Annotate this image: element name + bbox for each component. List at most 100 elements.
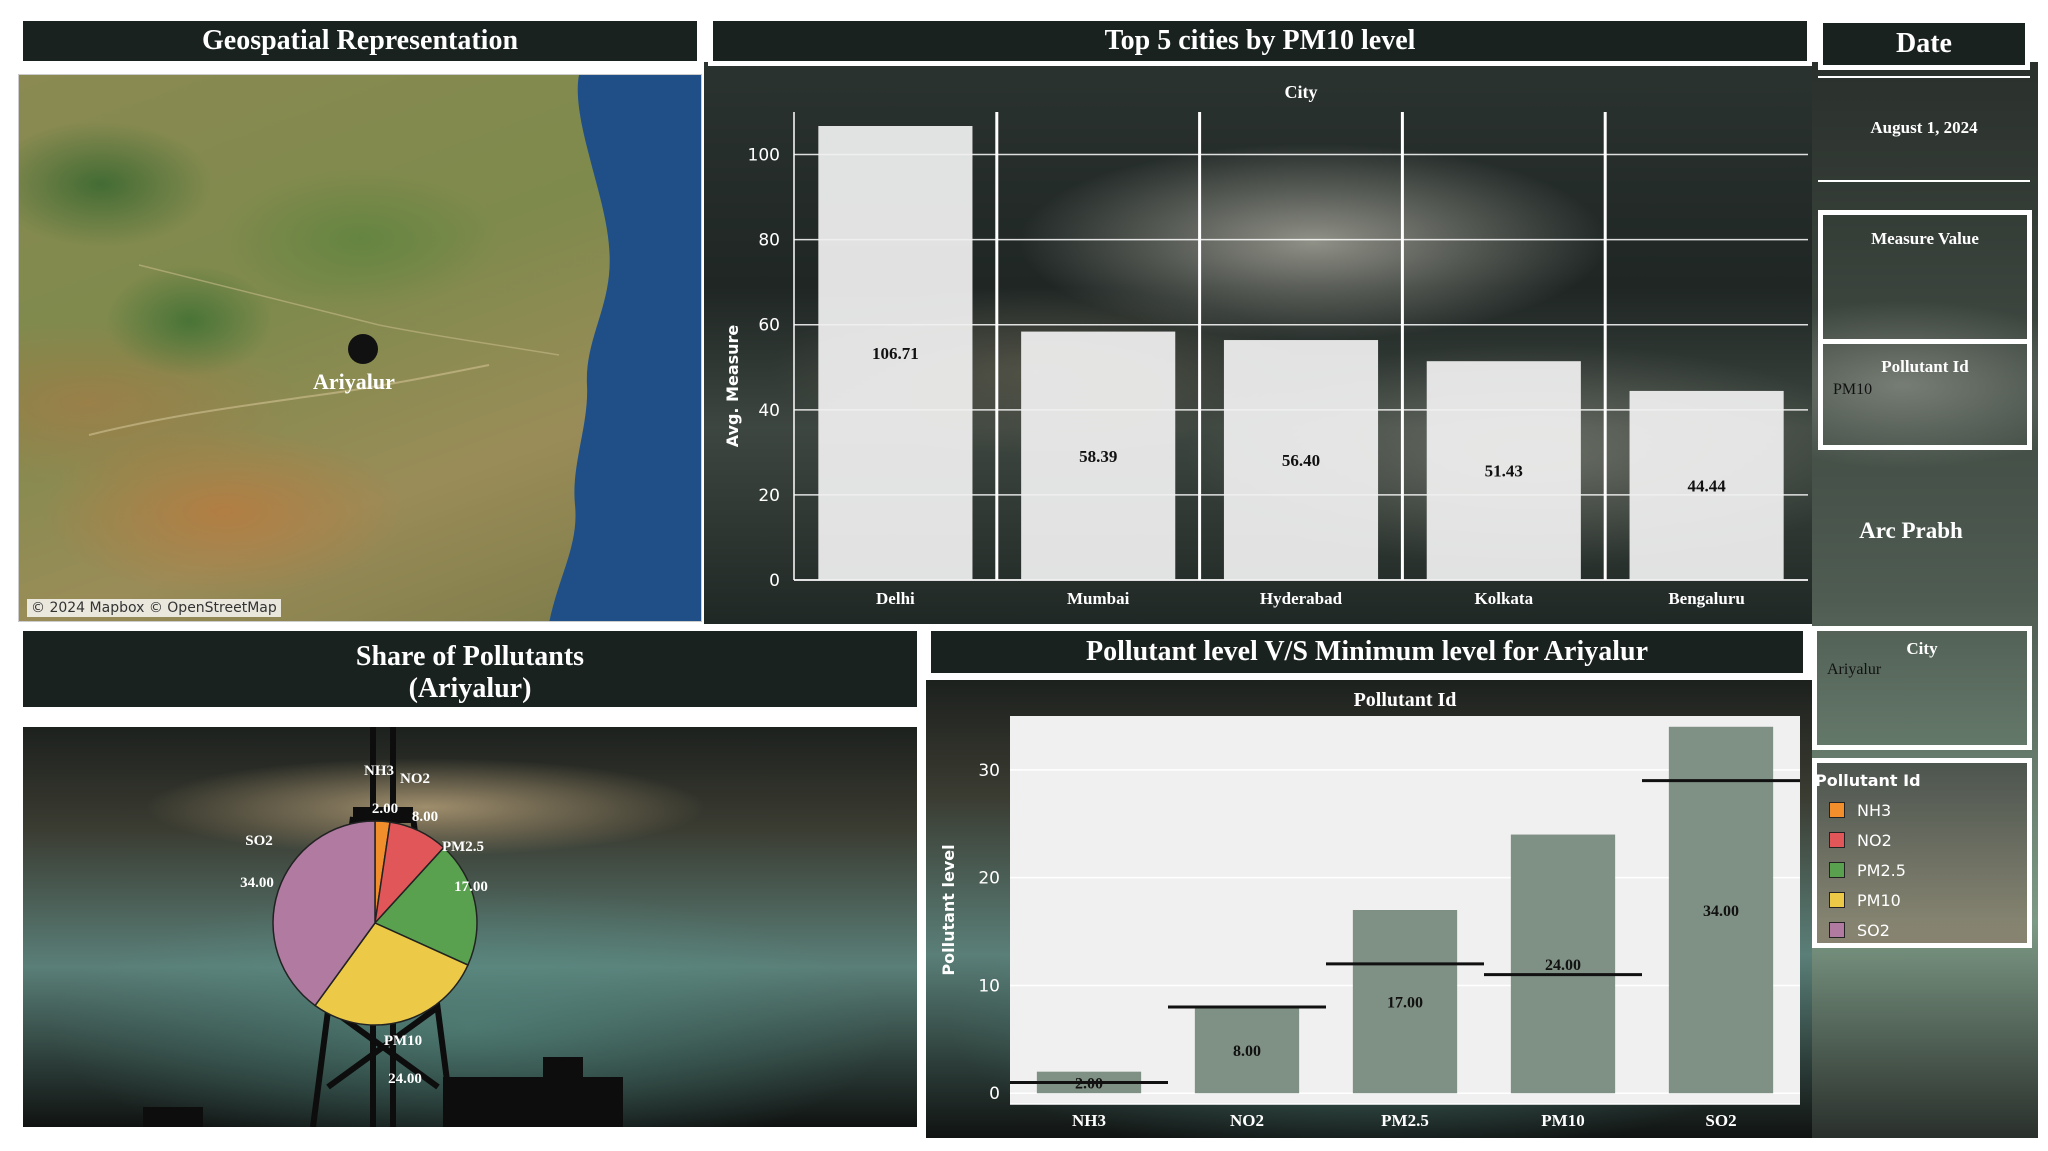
date-title: Date	[1896, 28, 1952, 59]
pie-category-label: PM2.5	[442, 839, 484, 855]
city-filter-title: City	[1906, 639, 1938, 658]
pie-value-label: 34.00	[240, 875, 274, 891]
pie-category-label: NO2	[400, 771, 430, 787]
bar-kolkata	[1426, 361, 1581, 580]
level-value-label: 24.00	[1545, 957, 1581, 974]
date-value[interactable]: August 1, 2024	[1870, 118, 1978, 137]
legend-swatch	[1829, 922, 1845, 938]
pie-slice-so2	[272, 820, 376, 1007]
river-line	[88, 364, 490, 436]
map-sea	[88, 75, 701, 621]
city-filter-value[interactable]: Ariyalur	[1827, 661, 1882, 678]
pie-title-line2: (Ariyalur)	[408, 673, 532, 704]
level-value-label: 17.00	[1387, 995, 1423, 1012]
legend-label: NO2	[1857, 830, 1892, 850]
bar-value-label: 51.43	[1485, 462, 1523, 481]
date-divider-bottom	[1818, 180, 2030, 182]
map-attribution[interactable]: © 2024 Mapbox © OpenStreetMap	[27, 599, 281, 617]
pollutant-legend: Pollutant Id NH3 NO2 PM2.5 PM10 SO2	[1812, 758, 2032, 948]
bar-x-header: City	[1285, 82, 1318, 102]
map-title-box: Geospatial Representation	[18, 16, 702, 66]
legend-label: SO2	[1857, 920, 1890, 940]
level-y-tick: 30	[978, 761, 1000, 781]
level-x-tick: NO2	[1230, 1111, 1264, 1130]
side-panel-background	[1812, 62, 2038, 1138]
bar-value-label: 58.39	[1079, 447, 1117, 466]
pie-slice-pm10	[313, 922, 469, 1026]
bar-y-tick: 20	[758, 486, 780, 506]
level-value-label: 34.00	[1703, 903, 1739, 920]
river-line-2	[138, 264, 560, 356]
legend-swatch	[1829, 862, 1845, 878]
level-bar-no2	[1194, 1007, 1300, 1094]
pie-slice-pm25	[373, 846, 478, 967]
level-bar-so2	[1668, 726, 1774, 1094]
measure-value-title: Measure Value	[1871, 229, 1979, 248]
bar-x-tick: Delhi	[876, 589, 915, 608]
pie-category-label: NH3	[364, 763, 394, 779]
city-filter[interactable]: City Ariyalur	[1812, 626, 2032, 750]
bar-y-tick: 80	[758, 231, 780, 251]
map-view[interactable]: Ariyalur © 2024 Mapbox © OpenStreetMap	[18, 74, 702, 622]
level-bar-pm25	[1352, 910, 1458, 1094]
bar-x-tick: Kolkata	[1475, 589, 1534, 608]
city-marker[interactable]	[348, 334, 378, 364]
bar-bengaluru	[1629, 390, 1784, 580]
pie-value-label: 2.00	[372, 801, 398, 817]
legend-item-so2[interactable]: SO2	[1829, 919, 1890, 941]
pie-title-box: Share of Pollutants (Ariyalur)	[18, 626, 922, 712]
pie-value-label: 24.00	[388, 1071, 422, 1087]
legend-swatch	[1829, 832, 1845, 848]
measure-value-filter[interactable]: Measure Value Pollutant Id PM10	[1818, 210, 2032, 450]
bar-y-tick: 60	[758, 316, 780, 336]
bar-mumbai	[1021, 331, 1176, 580]
bar-delhi	[818, 125, 973, 581]
level-x-tick: NH3	[1072, 1111, 1106, 1130]
pie-panel: NH3 2.00 NO2 8.00 PM2.5 17.00 PM10 24.00 SO2 34.0…	[18, 722, 922, 1132]
bar-y-tick: 100	[748, 146, 780, 166]
pie-value-label: 17.00	[454, 879, 488, 895]
bar-value-label: 56.40	[1282, 451, 1320, 470]
level-x-tick: PM2.5	[1381, 1111, 1429, 1130]
bar-chart-title-box: Top 5 cities by PM10 level	[708, 16, 1812, 66]
legend-label: NH3	[1857, 800, 1892, 820]
level-y-tick: 20	[978, 869, 1000, 889]
level-y-tick: 10	[978, 976, 1000, 996]
pie-title-line1: Share of Pollutants	[355, 641, 585, 672]
legend-item-no2[interactable]: NO2	[1829, 829, 1892, 851]
level-y-tick: 0	[989, 1084, 1000, 1104]
level-x-tick: SO2	[1705, 1111, 1736, 1130]
bar-value-label: 44.44	[1687, 476, 1726, 495]
pie-category-label: SO2	[245, 833, 273, 849]
bar-hyderabad	[1223, 340, 1379, 580]
pie-category-label: PM10	[384, 1033, 422, 1049]
legend-item-nh3[interactable]: NH3	[1829, 799, 1891, 821]
bar-x-tick: Mumbai	[1067, 589, 1130, 608]
level-bar-pm10	[1510, 834, 1616, 1094]
pollutant-filter-title: Pollutant Id	[1881, 357, 1969, 376]
pie-value-label: 8.00	[412, 809, 438, 825]
level-y-label: Pollutant level	[939, 844, 958, 975]
legend-label: PM2.5	[1857, 860, 1906, 880]
bar-y-label: Avg. Measure	[723, 325, 742, 448]
level-x-tick: PM10	[1541, 1111, 1584, 1130]
legend-title: Pollutant Id	[1815, 771, 1921, 790]
legend-swatch	[1829, 892, 1845, 908]
legend-label: PM10	[1857, 890, 1901, 910]
filter-divider	[1823, 339, 2027, 344]
legend-item-pm10[interactable]: PM10	[1829, 889, 1901, 911]
sea-shape	[549, 75, 701, 621]
author-label: Arc Prabh	[1859, 518, 1963, 543]
date-divider-top	[1818, 76, 2030, 78]
pollutant-filter-value[interactable]: PM10	[1833, 381, 1873, 398]
level-chart-title: Pollutant level V/S Minimum level for Ar…	[1085, 636, 1649, 667]
bar-chart-title: Top 5 cities by PM10 level	[1104, 25, 1416, 56]
level-x-header: Pollutant Id	[1354, 689, 1457, 711]
date-title-box: Date	[1818, 18, 2030, 70]
legend-swatch	[1829, 802, 1845, 818]
bar-x-tick: Bengaluru	[1668, 589, 1745, 608]
city-marker-label: Ariyalur	[313, 369, 395, 394]
legend-item-pm25[interactable]: PM2.5	[1829, 859, 1906, 881]
map-title: Geospatial Representation	[201, 25, 519, 56]
